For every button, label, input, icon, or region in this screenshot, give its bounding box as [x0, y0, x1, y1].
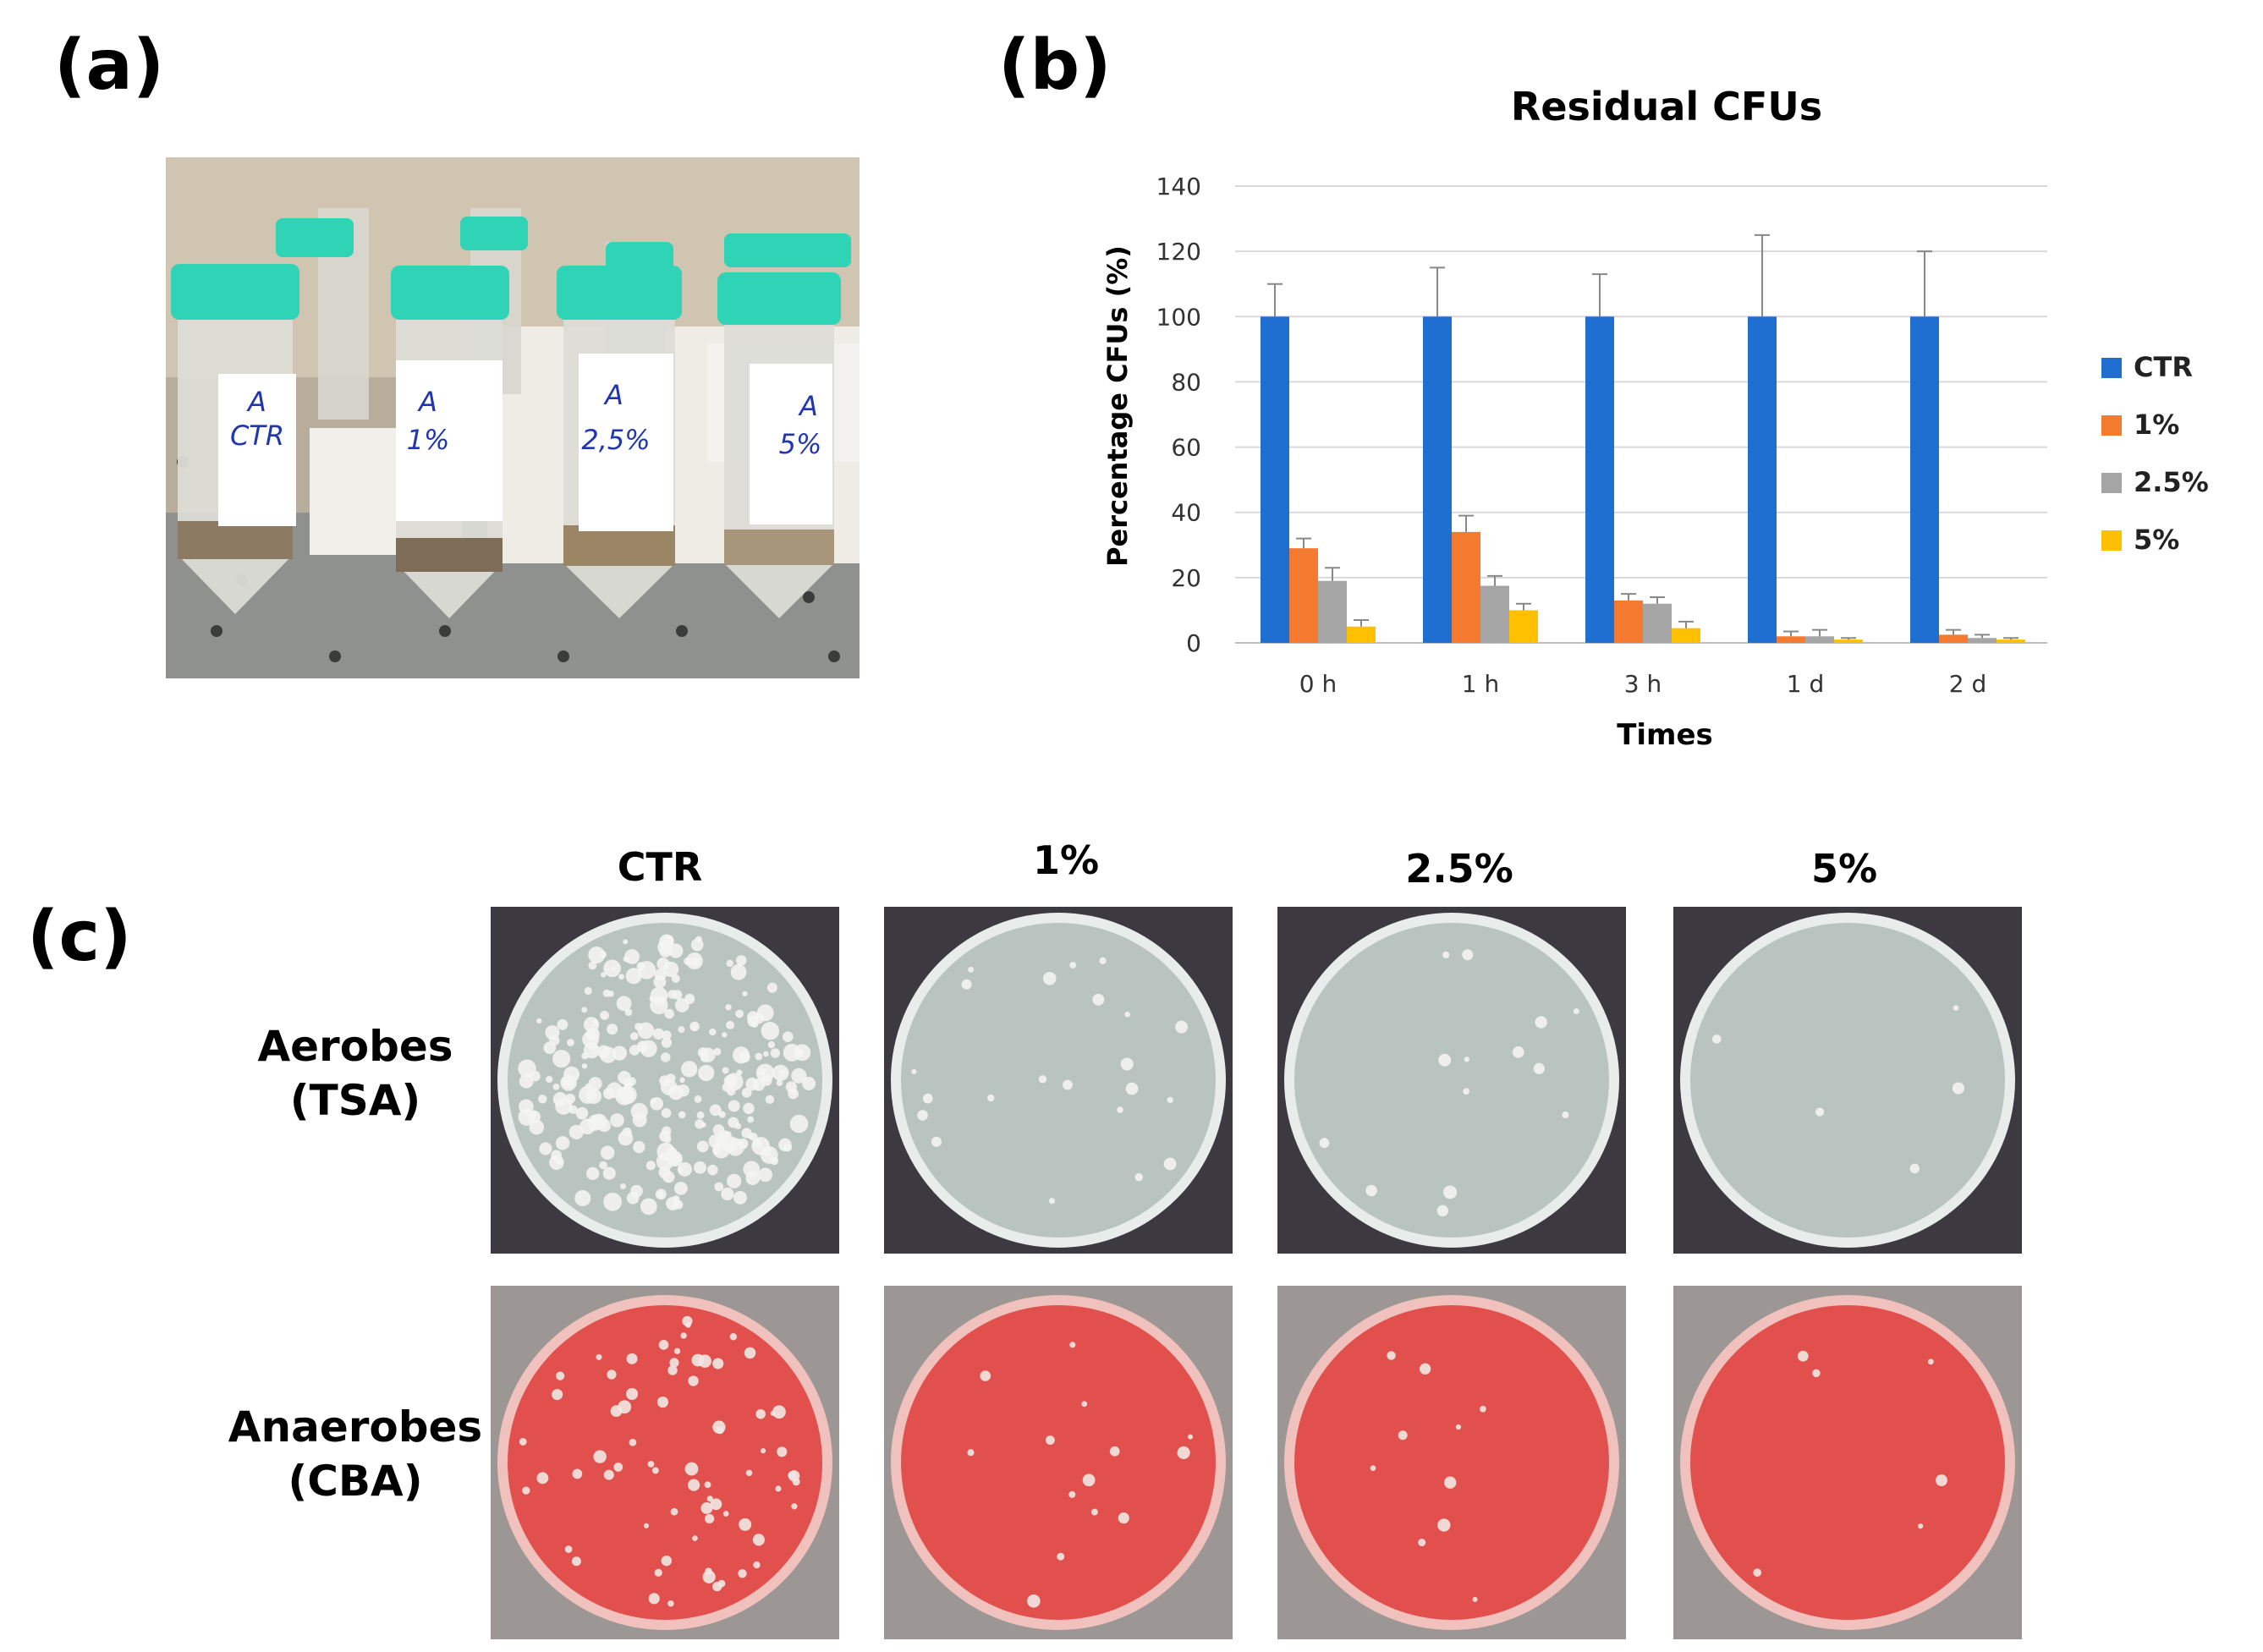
plate-photo — [884, 1286, 1233, 1639]
bar-CTR-1d — [1748, 316, 1777, 643]
y-tick-label: 60 — [1171, 434, 1201, 462]
x-axis-label: Times — [1617, 718, 1713, 752]
bar-CTR-2d — [1910, 316, 1939, 643]
plate-photo — [1673, 1286, 2022, 1639]
legend-swatch — [2101, 358, 2122, 378]
bar-CTR-3h — [1585, 316, 1614, 643]
y-tick-label: 120 — [1156, 238, 1201, 266]
bar-5%-1d — [1834, 639, 1863, 643]
panel-label-c: (c) — [27, 897, 132, 977]
plate-row-aerobes-line2: (TSA) — [289, 1076, 421, 1125]
panel-label-a: (a) — [54, 25, 165, 106]
y-tick-label: 80 — [1171, 368, 1201, 396]
bar-5%-1h — [1509, 610, 1538, 643]
plate-row-anaerobes: Anaerobes (CBA) — [211, 1400, 499, 1508]
x-tick-label: 1 d — [1787, 670, 1825, 698]
bar-5%-3h — [1672, 628, 1700, 643]
tube-label-2-line2: 1% — [407, 424, 450, 456]
plate-photo — [491, 907, 839, 1254]
y-tick-label: 140 — [1156, 173, 1201, 200]
x-tick-label: 1 h — [1462, 670, 1499, 698]
plate-row-anaerobes-line1: Anaerobes — [228, 1402, 483, 1452]
bar-2.5%-1d — [1805, 636, 1834, 643]
y-tick-label: 0 — [1186, 629, 1201, 657]
plate-row-aerobes-line1: Aerobes — [257, 1022, 453, 1071]
tubes-photo: A CTR A 1% A 2,5% A 5% — [166, 157, 860, 678]
plate-col-1pct: 1% — [1032, 837, 1100, 883]
y-axis-label: Percentage CFUs (%) — [1101, 245, 1134, 567]
plate-col-2-5pct: 2.5% — [1405, 846, 1513, 892]
tube-label-4-line2: 5% — [779, 428, 822, 460]
y-tick-label: 100 — [1156, 303, 1201, 331]
y-tick-label: 20 — [1171, 564, 1201, 592]
bar-CTR-0h — [1261, 316, 1289, 643]
chart-title: Residual CFUs — [1511, 84, 1822, 129]
x-tick-label: 2 d — [1949, 670, 1987, 698]
bar-1%-1d — [1777, 636, 1805, 643]
legend-label: 2.5% — [2134, 466, 2209, 498]
bar-CTR-1h — [1423, 316, 1452, 643]
front-tubes — [171, 264, 841, 618]
legend-swatch — [2101, 530, 2122, 551]
chart-legend: CTR 1% 2.5% 5% — [2101, 351, 2209, 556]
bar-5%-0h — [1347, 626, 1376, 643]
bar-1%-0h — [1289, 548, 1318, 643]
panel-label-b: (b) — [998, 25, 1112, 106]
tube-label-4-line1: A — [798, 390, 818, 422]
x-tick-label: 3 h — [1624, 670, 1662, 698]
plate-col-5pct: 5% — [1810, 846, 1878, 892]
legend-swatch — [2101, 473, 2122, 493]
legend-label: 5% — [2134, 524, 2179, 556]
legend-swatch — [2101, 415, 2122, 436]
legend-label: 1% — [2134, 409, 2179, 441]
tube-label-2-line1: A — [417, 386, 437, 418]
plate-col-ctr: CTR — [617, 844, 703, 890]
plate-photo — [884, 907, 1233, 1254]
bar-1%-3h — [1614, 600, 1643, 643]
bar-1%-1h — [1452, 531, 1480, 643]
plate-row-anaerobes-line2: (CBA) — [288, 1457, 423, 1506]
bar-1%-2d — [1939, 634, 1968, 643]
tube-label-3-line1: A — [603, 379, 623, 411]
y-tick-label: 40 — [1171, 499, 1201, 527]
bar-2.5%-2d — [1968, 638, 1997, 643]
bar-5%-2d — [1997, 639, 2025, 643]
residual-cfus-chart: Residual CFUs 0 20 40 60 80 100 120 140 0 h 1 h 3… — [1101, 84, 2209, 752]
tube-label-1-line2: CTR — [230, 420, 284, 452]
legend-label: CTR — [2134, 351, 2193, 383]
plate-photo — [1673, 907, 2022, 1254]
plate-row-aerobes: Aerobes (TSA) — [228, 1019, 482, 1128]
tube-label-3-line2: 2,5% — [581, 424, 650, 456]
plate-photo — [1277, 1286, 1626, 1639]
x-tick-label: 0 h — [1299, 670, 1337, 698]
bar-2.5%-3h — [1643, 603, 1672, 643]
bar-2.5%-0h — [1318, 580, 1347, 643]
tube-label-1-line1: A — [246, 386, 266, 418]
bar-2.5%-1h — [1480, 585, 1509, 643]
plate-photo — [1277, 907, 1626, 1254]
plate-photo — [491, 1286, 839, 1639]
